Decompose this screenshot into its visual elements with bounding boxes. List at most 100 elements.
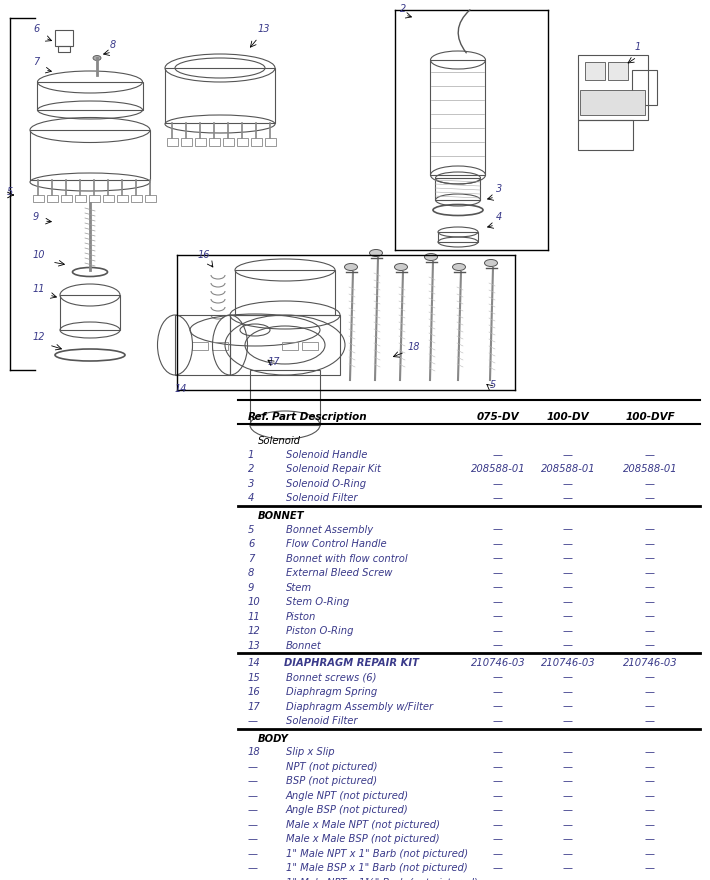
Bar <box>75 195 86 202</box>
Bar <box>230 315 340 375</box>
Bar <box>251 138 262 146</box>
Text: —: — <box>563 672 573 683</box>
Text: 10: 10 <box>248 597 261 607</box>
Text: —: — <box>645 878 655 880</box>
Ellipse shape <box>425 253 437 260</box>
Text: —: — <box>493 687 503 697</box>
Text: —: — <box>645 450 655 459</box>
Text: 4: 4 <box>496 212 502 222</box>
Text: —: — <box>563 641 573 650</box>
Text: Solenoid Handle: Solenoid Handle <box>286 450 367 459</box>
Text: —: — <box>248 716 258 726</box>
Text: 5: 5 <box>248 524 254 534</box>
Text: Solenoid Filter: Solenoid Filter <box>286 494 358 503</box>
Text: —: — <box>645 716 655 726</box>
Text: 075-DV: 075-DV <box>476 412 519 422</box>
Text: —: — <box>563 776 573 787</box>
Text: Part Description: Part Description <box>272 412 366 422</box>
Text: 14: 14 <box>248 658 261 668</box>
Text: Solenoid O-Ring: Solenoid O-Ring <box>286 479 366 488</box>
Text: —: — <box>645 479 655 488</box>
Text: 4: 4 <box>248 494 254 503</box>
Text: —: — <box>493 791 503 801</box>
Text: Angle NPT (not pictured): Angle NPT (not pictured) <box>286 791 409 801</box>
Text: 18: 18 <box>408 342 420 352</box>
Text: —: — <box>645 524 655 534</box>
Text: 16: 16 <box>248 687 261 697</box>
Text: —: — <box>563 612 573 621</box>
Text: —: — <box>563 747 573 758</box>
Ellipse shape <box>369 250 383 256</box>
Bar <box>89 195 100 202</box>
Text: 210746-03: 210746-03 <box>623 658 677 668</box>
Text: 15: 15 <box>248 672 261 683</box>
Bar <box>61 195 72 202</box>
Text: —: — <box>493 762 503 772</box>
Text: —: — <box>645 701 655 712</box>
Text: —: — <box>248 820 258 830</box>
Text: —: — <box>493 863 503 873</box>
Text: —: — <box>493 834 503 844</box>
Text: —: — <box>563 568 573 578</box>
Bar <box>302 342 318 350</box>
Text: 1" Male NPT x 1" Barb (not pictured): 1" Male NPT x 1" Barb (not pictured) <box>286 849 468 859</box>
Bar <box>585 62 605 80</box>
Text: 7: 7 <box>33 57 39 67</box>
Text: 1: 1 <box>635 42 641 52</box>
Text: —: — <box>563 834 573 844</box>
Text: —: — <box>493 641 503 650</box>
Text: —: — <box>645 776 655 787</box>
Text: Bonnet with flow control: Bonnet with flow control <box>286 554 408 563</box>
Text: —: — <box>645 805 655 816</box>
Bar <box>282 342 298 350</box>
Bar <box>30 130 150 180</box>
Ellipse shape <box>484 260 498 267</box>
Text: —: — <box>493 597 503 607</box>
Bar <box>47 195 58 202</box>
Text: Bonnet: Bonnet <box>286 641 322 650</box>
Text: —: — <box>493 626 503 636</box>
Text: Bonnet Assembly: Bonnet Assembly <box>286 524 373 534</box>
Bar <box>438 232 478 242</box>
Text: —: — <box>645 687 655 697</box>
Text: —: — <box>493 612 503 621</box>
Text: 18: 18 <box>248 747 261 758</box>
Text: 210746-03: 210746-03 <box>541 658 595 668</box>
Bar <box>175 315 230 375</box>
Text: 5: 5 <box>7 187 13 197</box>
Text: 13: 13 <box>258 24 271 34</box>
Text: —: — <box>563 716 573 726</box>
Bar <box>192 342 208 350</box>
Text: —: — <box>493 568 503 578</box>
Text: 8: 8 <box>110 40 116 50</box>
Text: —: — <box>645 554 655 563</box>
Text: —: — <box>645 641 655 650</box>
Text: Diaphragm Spring: Diaphragm Spring <box>286 687 377 697</box>
Text: —: — <box>563 863 573 873</box>
Bar <box>435 178 480 200</box>
Text: Bonnet screws (6): Bonnet screws (6) <box>286 672 376 683</box>
Text: —: — <box>563 524 573 534</box>
Text: Stem: Stem <box>286 583 312 592</box>
Ellipse shape <box>395 263 408 270</box>
Text: 5: 5 <box>490 380 496 390</box>
Text: —: — <box>563 626 573 636</box>
Text: —: — <box>563 791 573 801</box>
Text: —: — <box>563 687 573 697</box>
Text: —: — <box>645 539 655 549</box>
Bar <box>430 60 485 175</box>
Text: —: — <box>493 524 503 534</box>
Text: —: — <box>563 450 573 459</box>
Text: 16: 16 <box>198 250 210 260</box>
Text: —: — <box>248 805 258 816</box>
Text: —: — <box>248 863 258 873</box>
Text: 3: 3 <box>248 479 254 488</box>
Text: 13: 13 <box>248 641 261 650</box>
Bar <box>117 195 128 202</box>
Text: —: — <box>563 762 573 772</box>
Text: —: — <box>493 450 503 459</box>
Text: 2: 2 <box>248 465 254 474</box>
Text: 17: 17 <box>268 357 280 367</box>
Text: —: — <box>493 716 503 726</box>
Bar <box>578 55 648 120</box>
